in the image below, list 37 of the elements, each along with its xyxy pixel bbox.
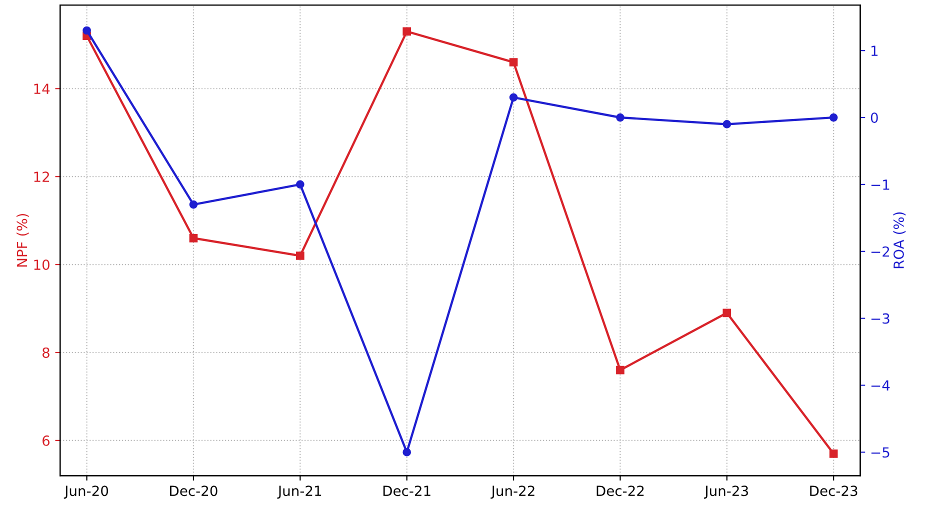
point <box>189 200 198 209</box>
y2-tick-label: 1 <box>872 46 878 56</box>
x-tick-label: Dec-20 <box>170 486 218 496</box>
point <box>402 448 412 456</box>
y2-tick-label: −5 <box>871 447 890 458</box>
point <box>616 113 624 122</box>
point <box>509 93 518 102</box>
y2-tick-label: 0 <box>870 112 878 123</box>
x-tick-label: Dec-21 <box>383 486 430 496</box>
x-tick-label: Jun-23 <box>704 486 748 499</box>
y-tick-label: 10 <box>34 260 50 270</box>
y2-tick-label: −1 <box>871 180 890 190</box>
point <box>189 234 198 242</box>
x-tick-label: Dec-23 <box>810 486 858 496</box>
y-tick-label: 14 <box>34 84 50 94</box>
y2-tick-label: −4 <box>871 380 890 391</box>
x-tick-label: Jun-21 <box>277 486 322 499</box>
x-tick-label: Jun-22 <box>490 486 534 499</box>
y-tick-label: 12 <box>34 172 50 182</box>
point <box>296 252 304 260</box>
point <box>829 113 838 122</box>
y2-tick-label: −2 <box>871 246 890 257</box>
y-axis-title: NPF (%) <box>16 214 29 267</box>
x-tick-label: Jun-20 <box>64 486 108 499</box>
point <box>402 27 412 36</box>
point <box>616 366 624 374</box>
x-tick-label: Dec-22 <box>596 486 644 496</box>
point <box>722 120 732 128</box>
point <box>829 449 838 458</box>
y2-axis-title: ROA (%) <box>893 212 906 268</box>
y2-tick-label: −3 <box>871 313 890 324</box>
point <box>722 308 732 318</box>
point <box>82 26 91 35</box>
point <box>296 180 304 189</box>
y-tick-label: 8 <box>42 347 50 358</box>
y-tick-label: 6 <box>42 435 50 446</box>
point <box>509 58 518 66</box>
